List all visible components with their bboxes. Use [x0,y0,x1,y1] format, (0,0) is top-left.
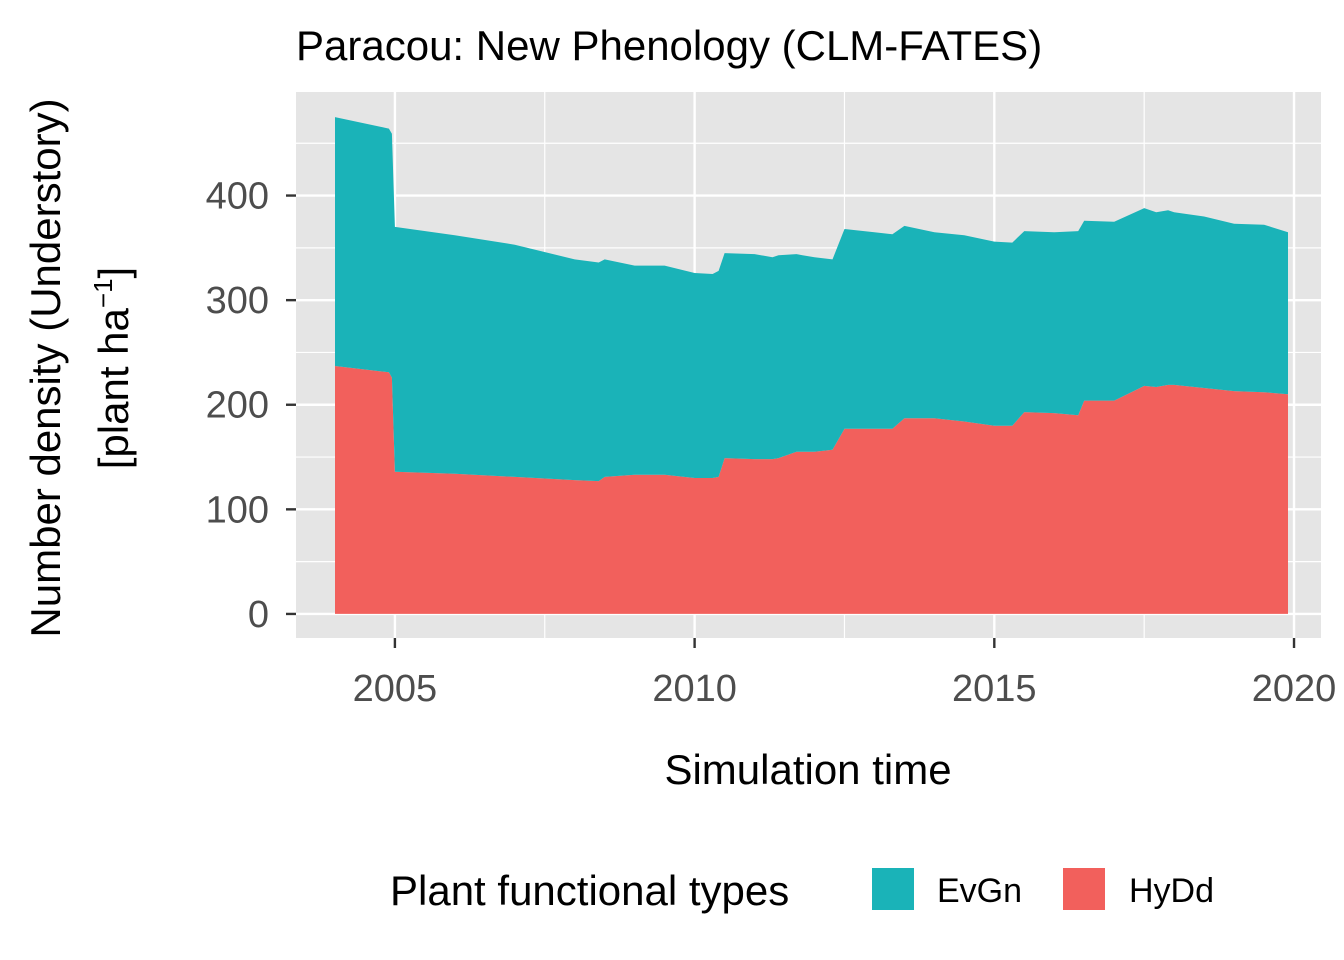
y-axis-units-suffix: ] [90,267,137,279]
y-axis-units-prefix: [plant ha [90,307,137,469]
x-axis-title: Simulation time [664,746,951,793]
y-tick-label: 200 [206,385,269,427]
area-evgn [335,117,1288,482]
chart-title: Paracou: New Phenology (CLM-FATES) [296,22,1042,69]
x-tick-label: 2005 [353,668,438,710]
legend-label-evgn: EvGn [937,872,1022,910]
x-tick-label: 2015 [952,668,1037,710]
x-axis: 2005 2010 2015 2020 [353,638,1337,710]
x-tick-label: 2010 [652,668,737,710]
stacked-areas [335,117,1288,614]
legend-swatch-hydd [1061,866,1107,912]
y-tick-label: 300 [206,280,269,322]
legend-label-hydd: HyDd [1129,872,1214,910]
y-axis-title-line1: Number density (Understory) [22,98,69,637]
area-hydd [335,366,1288,614]
y-tick-label: 400 [206,176,269,218]
y-axis-title-units: [plant ha−1] [88,267,137,469]
legend: Plant functional types EvGn HyDd [390,866,1214,914]
y-axis-units-superscript: −1 [88,278,118,308]
y-tick-label: 100 [206,489,269,531]
x-tick-label: 2020 [1252,668,1337,710]
y-axis-title: Number density (Understory) [22,98,69,637]
legend-swatch-evgn [870,866,916,912]
legend-title: Plant functional types [390,867,789,914]
svg-text:[plant ha−1]: [plant ha−1] [88,267,137,469]
y-axis: 0 100 200 300 400 [206,176,296,636]
y-tick-label: 0 [248,594,269,636]
